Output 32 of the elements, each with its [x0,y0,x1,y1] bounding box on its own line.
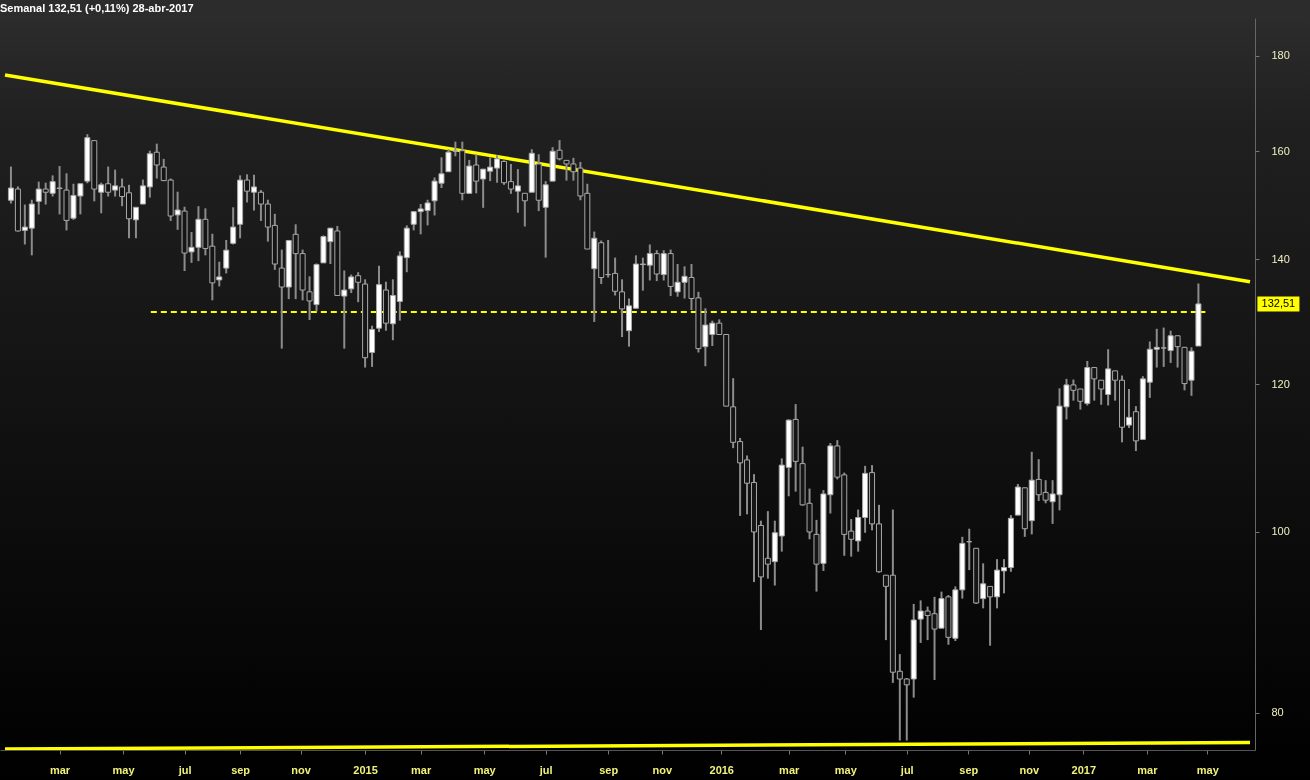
y-tick-label: 100 [1271,525,1290,538]
x-tick-label: may [834,763,858,776]
chart-title: Semanal 132,51 (+0,11%) 28-abr-2017 [0,2,194,14]
x-tick-label: sep [959,763,979,776]
x-tick-label: mar [779,763,801,776]
candlestick [230,206,237,246]
candlestick [445,148,452,173]
x-tick-label: sep [599,763,619,776]
x-tick-label: jul [899,763,914,776]
y-tick-label: 180 [1271,49,1290,62]
y-tick-label: 80 [1271,706,1284,719]
y-tick-label: 120 [1271,377,1290,390]
x-tick-label: jul [177,763,192,776]
x-tick-label: nov [1019,763,1040,776]
x-tick-label: may [473,763,497,776]
x-tick-label: 2016 [709,763,734,776]
x-tick-label: jul [538,763,553,776]
x-tick-label: may [1196,763,1220,776]
x-tick-label: nov [652,763,673,776]
x-tick-label: mar [1137,763,1159,776]
x-tick-label: sep [231,763,251,776]
candlestick [521,192,528,228]
text: 132,51 [1261,296,1296,309]
x-tick-label: mar [49,763,71,776]
x-tick-label: mar [411,763,432,776]
x-tick-label: 2015 [353,763,378,776]
y-tick-label: 140 [1271,252,1290,265]
x-tick-label: nov [291,763,312,776]
x-tick-label: may [112,763,136,776]
candlestick [223,238,230,275]
x-tick-label: 2017 [1071,763,1097,776]
y-tick-label: 160 [1271,144,1290,157]
